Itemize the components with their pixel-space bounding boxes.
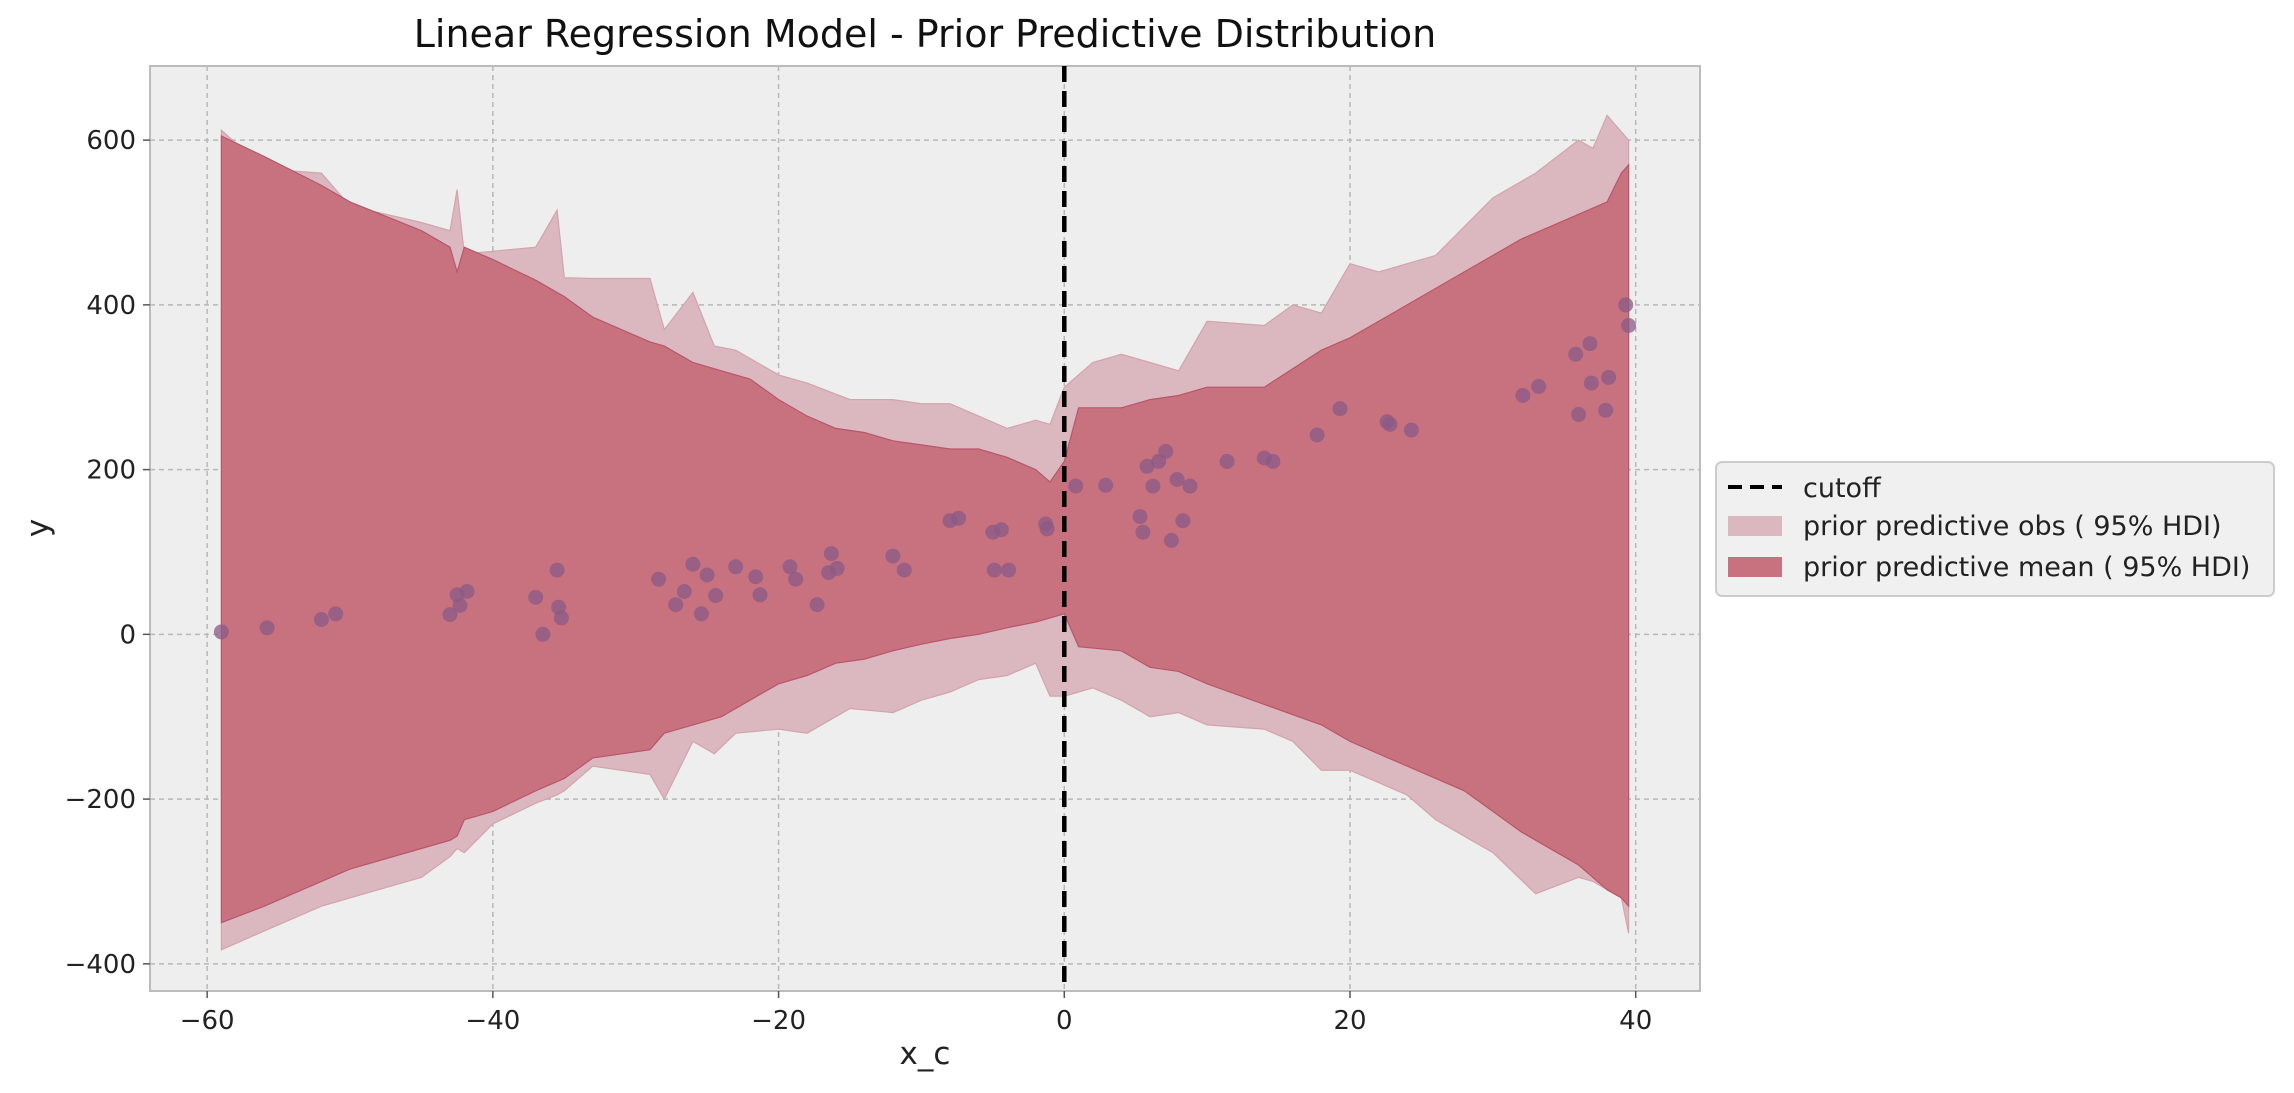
data-point: [752, 587, 768, 603]
y-tick-label: 0: [119, 620, 136, 650]
data-point: [1571, 406, 1587, 422]
x-tick-label: 40: [1619, 1006, 1652, 1036]
y-tick-label: 600: [86, 126, 136, 156]
data-point: [782, 559, 798, 575]
data-point: [1219, 453, 1235, 469]
data-point: [1158, 444, 1174, 459]
data-point: [1403, 422, 1419, 438]
data-point: [651, 571, 667, 587]
data-point: [1382, 416, 1398, 432]
data-point: [1169, 472, 1185, 487]
legend-obs-swatch: [1728, 516, 1782, 536]
x-tick-label: −60: [180, 1006, 235, 1036]
data-point: [1621, 318, 1637, 333]
data-point: [1163, 532, 1179, 548]
legend-box: [1715, 461, 2275, 597]
data-point: [553, 610, 569, 626]
data-point: [1583, 375, 1599, 391]
legend-mean-label: prior predictive mean ( 95% HDI): [1803, 552, 2250, 583]
x-axis-ticks: −60 −40 −20 0 20 40: [180, 991, 1652, 1036]
data-point: [1001, 562, 1017, 578]
data-point: [1132, 509, 1148, 525]
data-point: [823, 546, 839, 562]
data-point: [1618, 297, 1634, 313]
data-point: [1309, 427, 1325, 443]
data-point: [328, 606, 344, 622]
data-point: [1135, 524, 1151, 540]
legend-mean-swatch: [1728, 557, 1782, 577]
y-tick-label: −400: [65, 950, 136, 980]
x-axis-label: x_c: [900, 1036, 951, 1072]
data-point: [993, 522, 1009, 538]
y-axis-ticks: −400 −200 0 200 400 600: [65, 126, 150, 980]
data-point: [1139, 458, 1155, 474]
data-point: [685, 556, 701, 572]
data-point: [535, 626, 551, 642]
y-tick-label: 200: [86, 456, 136, 486]
data-point: [1098, 477, 1114, 493]
data-points: [213, 297, 1637, 642]
y-axis-label: y: [20, 519, 56, 537]
data-point: [1582, 336, 1598, 352]
data-point: [708, 588, 724, 604]
data-point: [1515, 388, 1531, 403]
data-point: [885, 548, 901, 564]
data-point: [549, 562, 565, 578]
data-point: [313, 612, 329, 627]
x-tick-label: −40: [465, 1006, 520, 1036]
data-point: [1265, 453, 1281, 469]
data-point: [1531, 378, 1547, 394]
data-point: [668, 597, 684, 613]
data-point: [1568, 346, 1584, 362]
data-point: [1601, 369, 1617, 385]
y-tick-label: −200: [65, 785, 136, 815]
data-point: [896, 562, 912, 578]
data-point: [1598, 402, 1614, 418]
data-point: [459, 584, 475, 599]
data-point: [452, 598, 468, 613]
data-point: [1175, 513, 1191, 529]
data-point: [1182, 478, 1198, 494]
data-point: [442, 607, 458, 623]
legend-cutoff-label: cutoff: [1803, 473, 1882, 504]
data-point: [829, 560, 845, 576]
mean-hdi-band: [220, 135, 1630, 924]
data-point: [1145, 478, 1161, 494]
data-point: [1332, 401, 1348, 417]
data-point: [951, 510, 967, 526]
data-point: [788, 571, 804, 587]
data-point: [986, 562, 1002, 578]
y-tick-label: 400: [86, 291, 136, 321]
x-tick-label: 20: [1333, 1006, 1366, 1036]
bands: [220, 114, 1630, 951]
chart-title: Linear Regression Model - Prior Predicti…: [414, 12, 1437, 56]
data-point: [809, 597, 825, 613]
data-point: [528, 589, 544, 605]
data-point: [259, 620, 275, 636]
data-point: [1068, 478, 1084, 494]
data-point: [699, 567, 715, 583]
data-point: [693, 606, 709, 622]
legend: cutoff prior predictive obs ( 95% HDI) p…: [1715, 461, 2275, 597]
x-tick-label: −20: [751, 1006, 806, 1036]
data-point: [728, 559, 744, 575]
data-point: [213, 624, 229, 640]
x-tick-label: 0: [1056, 1006, 1073, 1036]
data-point: [748, 569, 764, 585]
data-point: [676, 584, 692, 599]
legend-obs-label: prior predictive obs ( 95% HDI): [1803, 511, 2222, 542]
data-point: [1039, 521, 1055, 537]
